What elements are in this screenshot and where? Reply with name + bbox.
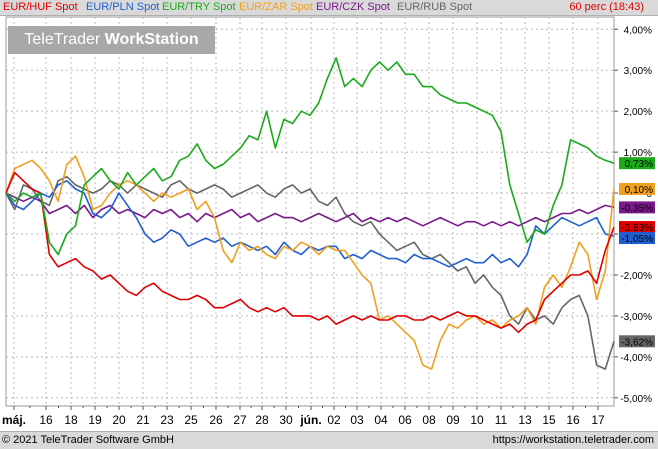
x-tick-label: 15 (542, 413, 556, 427)
series-line (5, 57, 615, 256)
end-value-badge (619, 221, 655, 234)
x-tick-label: 04 (374, 413, 388, 427)
legend-item[interactable]: EUR/CZK Spot (316, 1, 390, 13)
x-tick-label: 18 (64, 413, 78, 427)
y-tick-label: 4,00% (624, 25, 652, 36)
series-line (5, 192, 615, 227)
x-tick-label: 08 (422, 413, 436, 427)
x-tick-label: 13 (518, 413, 532, 427)
end-value-label: -1,05% (621, 234, 653, 245)
x-tick-label: 25 (184, 413, 198, 427)
end-value-label: -0,83% (621, 223, 653, 234)
plot-area (5, 16, 615, 407)
y-tick-label: 1,00% (624, 148, 652, 159)
y-tick-label: -4,00% (620, 353, 652, 364)
x-tick-label: 10 (470, 413, 484, 427)
x-tick-label: 16 (39, 413, 53, 427)
series-line (5, 155, 615, 370)
x-tick-label: 16 (566, 413, 580, 427)
x-tick-label: 03 (350, 413, 364, 427)
watermark-product: WorkStation (104, 31, 199, 48)
y-tick-label: 2,00% (624, 107, 652, 118)
legend-item[interactable]: EUR/PLN Spot (86, 1, 160, 13)
legend-bar: EUR/HUF Spot EUR/PLN Spot EUR/TRY Spot EUR/… (0, 0, 658, 16)
series-line (5, 171, 615, 334)
x-tick-label: 06 (398, 413, 412, 427)
x-tick-label: 23 (160, 413, 174, 427)
end-value-badge (619, 201, 655, 214)
legend-item[interactable]: EUR/HUF Spot (3, 1, 78, 13)
legend-item[interactable]: EUR/ZAR Spot (239, 1, 313, 13)
end-value-badge (619, 232, 655, 245)
end-value-badge (619, 182, 655, 195)
watermark-brand: TeleTrader (24, 31, 101, 48)
y-tick-label: -2,00% (620, 271, 652, 282)
end-value-label: -0,35% (621, 203, 653, 214)
timeframe-label: 60 perc (18:43) (569, 1, 644, 13)
footer: © 2021 TeleTrader Software GmbH https://… (0, 431, 658, 449)
y-tick-label: -3,00% (620, 312, 652, 323)
x-tick-label: 26 (209, 413, 223, 427)
x-tick-label: 30 (279, 413, 293, 427)
x-tick-label: 19 (88, 413, 102, 427)
site-link[interactable]: https://workstation.teletrader.com (492, 434, 654, 446)
x-tick-label: 11 (495, 413, 508, 427)
x-tick-label: 17 (591, 413, 605, 427)
x-tick-label: 21 (136, 413, 150, 427)
watermark-logo: TeleTrader WorkStation (8, 26, 215, 54)
y-tick-label: -5,00% (620, 394, 652, 405)
copyright-text: © 2021 TeleTrader Software GmbH (2, 434, 174, 446)
x-tick-label: 09 (446, 413, 460, 427)
end-value-badge (619, 335, 655, 348)
legend-item[interactable]: EUR/TRY Spot (162, 1, 236, 13)
end-value-label: 0,10% (625, 185, 653, 196)
x-tick-label: 20 (112, 413, 126, 427)
x-tick-label: 28 (255, 413, 269, 427)
x-tick-label: jún. (299, 413, 321, 427)
x-tick-label: 27 (233, 413, 247, 427)
y-tick-label: 3,00% (624, 66, 652, 77)
legend-item[interactable]: EUR/RUB Spot (397, 1, 473, 13)
end-value-badge (619, 157, 655, 170)
x-tick-label: 02 (327, 413, 341, 427)
end-value-label: -3,62% (621, 337, 653, 348)
end-value-label: 0,73% (625, 159, 653, 170)
x-tick-label: máj. (2, 413, 26, 427)
